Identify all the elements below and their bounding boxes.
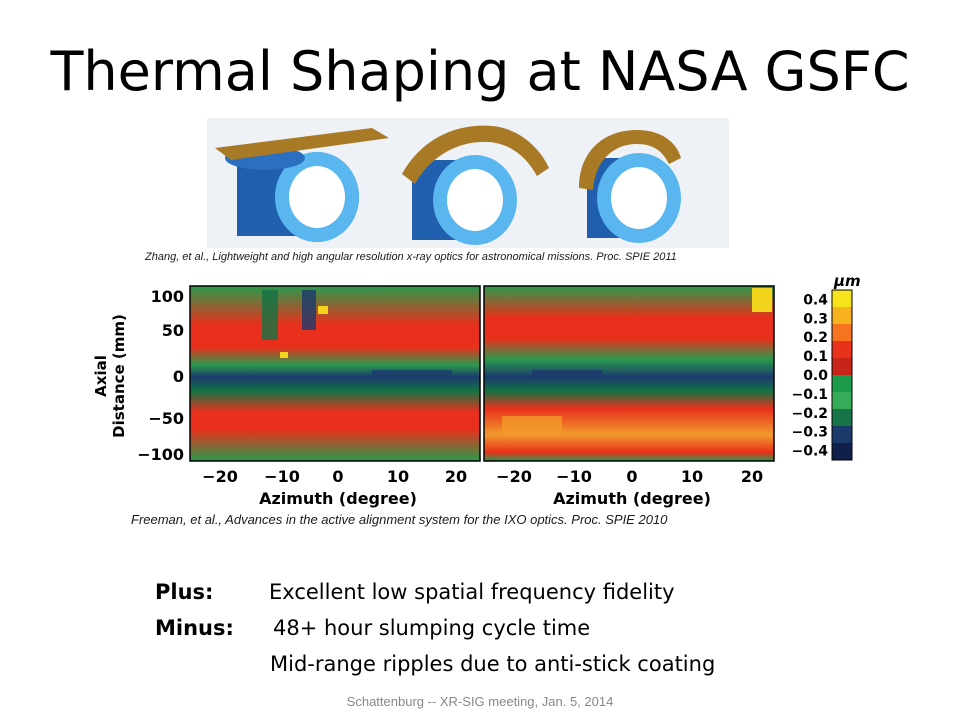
colorbar-tick-label: 0.4 xyxy=(803,292,828,308)
x-axis-label-right: Azimuth (degree) xyxy=(553,489,711,508)
colorbar-ticks: 0.4 0.3 0.2 0.1 0.0 −0.1 −0.2 −0.3 −0.4 xyxy=(791,292,828,459)
slide-footer: Schattenburg -- XR-SIG meeting, Jan. 5, … xyxy=(346,694,614,709)
y-tick-50: 50 xyxy=(162,321,184,340)
x-axis-label-left: Azimuth (degree) xyxy=(259,489,417,508)
colorbar-tick-label: 0.1 xyxy=(803,349,828,365)
colorbar-segment xyxy=(832,426,852,444)
slide-title: Thermal Shaping at NASA GSFC xyxy=(50,40,910,103)
cylinder-slumping-figure xyxy=(207,118,729,248)
y-tick-minus50: −50 xyxy=(148,409,184,428)
x-tick-left-10: 10 xyxy=(387,467,409,486)
minus-text-2: Mid-range ripples due to anti-stick coat… xyxy=(270,652,716,676)
colorbar xyxy=(831,289,853,461)
plus-label: Plus: xyxy=(155,580,214,604)
minus-text-1: 48+ hour slumping cycle time xyxy=(273,616,591,640)
colorbar-segment xyxy=(832,307,852,325)
colorbar-segment xyxy=(832,409,852,427)
caption-bottom: Freeman, et al., Advances in the active … xyxy=(131,512,668,527)
minus-line-1: Minus: 48+ hour slumping cycle time xyxy=(155,612,590,644)
caption-top: Zhang, et al., Lightweight and high angu… xyxy=(145,251,677,263)
glass-sheet-slumped xyxy=(579,130,681,190)
x-tick-right-10: 10 xyxy=(681,467,703,486)
colorbar-segment xyxy=(832,358,852,376)
colorbar-tick-label: −0.4 xyxy=(791,444,828,460)
glass-sheet-bending xyxy=(402,125,549,184)
y-tick-minus100: −100 xyxy=(137,445,184,464)
colorbar-tick-label: −0.1 xyxy=(791,387,828,403)
y-axis-label-line1: Axial xyxy=(92,355,110,397)
y-axis-label-line2: Distance (mm) xyxy=(110,314,128,438)
cylinder-1 xyxy=(215,128,389,242)
glass-sheet-flat xyxy=(215,128,389,160)
cylinder-3 xyxy=(579,130,681,243)
y-tick-0: 0 xyxy=(173,367,184,386)
colorbar-segment xyxy=(832,443,852,461)
x-tick-left-minus10: −10 xyxy=(264,467,300,486)
x-tick-right-0: 0 xyxy=(626,467,637,486)
x-tick-right-20: 20 xyxy=(741,467,763,486)
x-tick-left-minus20: −20 xyxy=(202,467,238,486)
y-tick-100: 100 xyxy=(151,287,184,306)
surface-map-right xyxy=(483,285,775,462)
plus-text: Excellent low spatial frequency fidelity xyxy=(269,580,675,604)
x-tick-left-20: 20 xyxy=(445,467,467,486)
colorbar-segment xyxy=(832,290,852,308)
colorbar-tick-label: −0.3 xyxy=(791,425,828,441)
surface-map-left xyxy=(189,285,481,462)
colorbar-tick-label: 0.3 xyxy=(803,311,828,327)
colorbar-segment xyxy=(832,392,852,410)
colorbar-segment xyxy=(832,375,852,393)
x-tick-right-minus10: −10 xyxy=(556,467,592,486)
colorbar-border xyxy=(831,289,853,461)
cylinder-2 xyxy=(402,125,549,245)
colorbar-segment xyxy=(832,324,852,342)
colorbar-unit: μm xyxy=(833,276,861,290)
colorbar-tick-label: 0.2 xyxy=(803,330,828,346)
minus-label: Minus: xyxy=(155,616,234,640)
colorbar-tick-label: −0.2 xyxy=(791,406,828,422)
surface-error-map-figure: Axial Distance (mm) 100 50 0 −50 −100 −2… xyxy=(92,276,861,508)
x-tick-right-minus20: −20 xyxy=(496,467,532,486)
plus-line: Plus: Excellent low spatial frequency fid… xyxy=(155,576,675,608)
minus-line-2: Mid-range ripples due to anti-stick coat… xyxy=(270,648,715,680)
colorbar-segment xyxy=(832,341,852,359)
colorbar-tick-label: 0.0 xyxy=(803,368,828,384)
x-tick-left-0: 0 xyxy=(332,467,343,486)
